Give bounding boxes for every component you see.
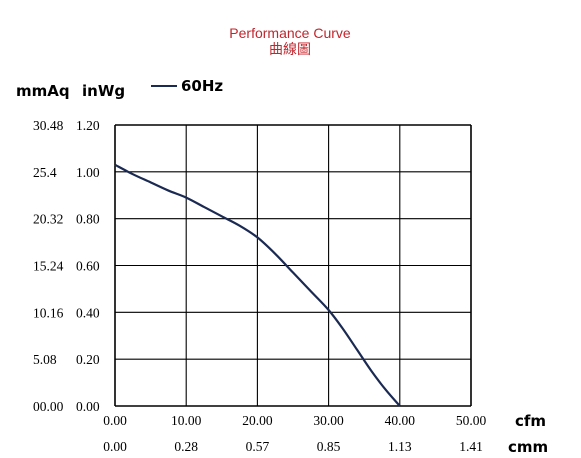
grid-lines	[114, 124, 472, 407]
x-tick-cfm: 0.00	[103, 413, 127, 428]
series-line-60hz	[114, 163, 401, 407]
series-layer	[114, 163, 401, 407]
y-tick-inwg: 1.20	[76, 118, 100, 133]
chart-title: Performance Curve	[229, 25, 351, 41]
y-tick-mmaq: 20.32	[33, 212, 63, 227]
y-tick-mmaq: 15.24	[33, 259, 64, 274]
y-tick-inwg: 1.00	[76, 165, 100, 180]
y-tick-mmaq: 25.4	[33, 165, 57, 180]
y-tick-mmaq: 5.08	[33, 352, 57, 367]
y-tick-mmaq: 00.00	[33, 399, 64, 414]
x-tick-cfm: 20.00	[242, 413, 273, 428]
y-tick-inwg: 0.60	[76, 259, 100, 274]
tick-labels: 00.00 0.00 5.08 0.20 10.16 0.40 15.24 0.60 20.32…	[33, 118, 486, 454]
x-unit-cfm: cfm	[515, 412, 546, 430]
y-unit-mmaq: mmAq	[16, 82, 70, 100]
x-tick-cfm: 40.00	[385, 413, 416, 428]
x-unit-cmm: cmm	[508, 438, 548, 456]
x-tick-cmm: 1.13	[388, 439, 412, 454]
x-tick-cfm: 10.00	[171, 413, 202, 428]
y-tick-inwg: 0.20	[76, 352, 100, 367]
x-tick-cfm: 50.00	[456, 413, 487, 428]
x-tick-cmm: 0.28	[174, 439, 198, 454]
y-tick-mmaq: 10.16	[33, 305, 64, 320]
y-tick-inwg: 0.00	[76, 399, 100, 414]
x-tick-cmm: 0.00	[103, 439, 127, 454]
y-tick-mmaq: 30.48	[33, 118, 64, 133]
legend-label-60hz: 60Hz	[181, 77, 223, 95]
x-tick-cmm: 0.85	[317, 439, 341, 454]
x-tick-cmm: 1.41	[459, 439, 483, 454]
y-tick-inwg: 0.40	[76, 305, 100, 320]
y-tick-inwg: 0.80	[76, 212, 100, 227]
chart-subtitle: 曲線圖	[269, 41, 311, 57]
y-unit-inwg: inWg	[82, 82, 125, 100]
x-tick-cfm: 30.00	[313, 413, 344, 428]
x-tick-cmm: 0.57	[246, 439, 270, 454]
